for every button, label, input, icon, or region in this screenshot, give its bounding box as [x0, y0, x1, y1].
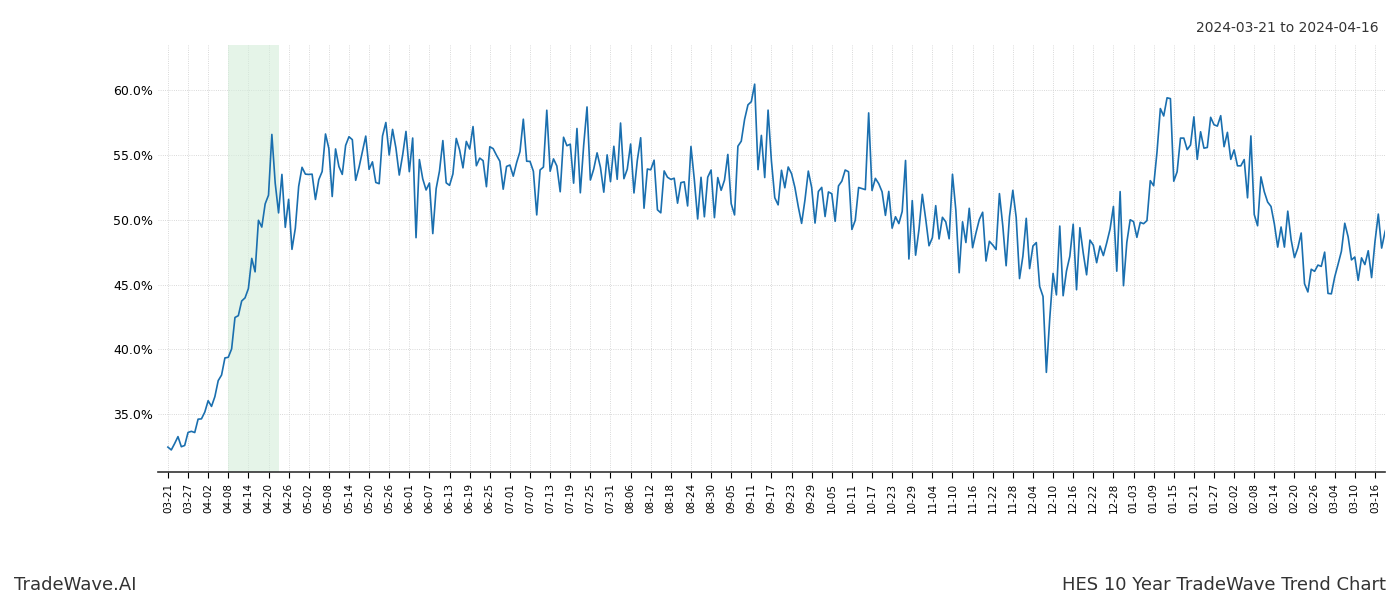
Text: 2024-03-21 to 2024-04-16: 2024-03-21 to 2024-04-16	[1197, 21, 1379, 35]
Bar	[228, 45, 279, 472]
Text: TradeWave.AI: TradeWave.AI	[14, 576, 137, 594]
Text: HES 10 Year TradeWave Trend Chart: HES 10 Year TradeWave Trend Chart	[1063, 576, 1386, 594]
